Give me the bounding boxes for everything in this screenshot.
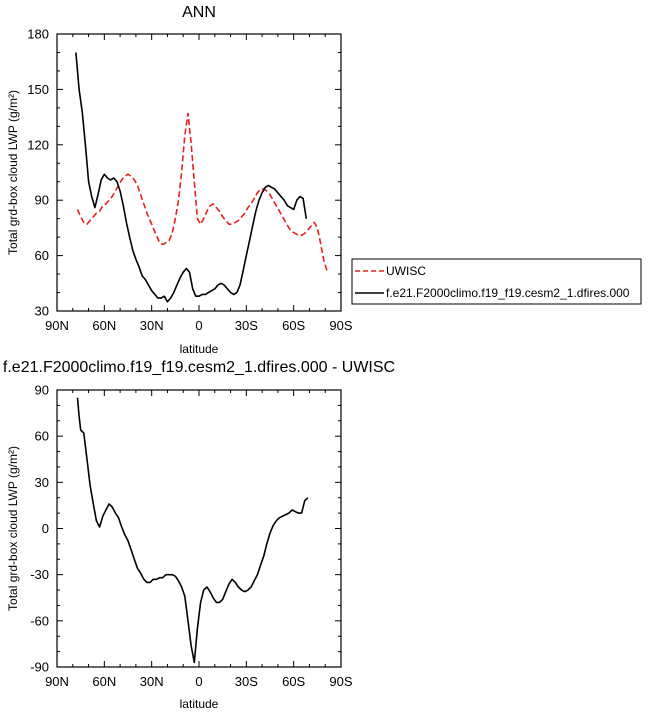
series-line-0-0 (76, 112, 328, 271)
legend-box (351, 258, 642, 305)
x-tick-label: 30N (140, 674, 164, 689)
x-tick-label: 60N (92, 674, 116, 689)
top-y-tick-labels: 30 60 90 120 150 180 (27, 27, 49, 319)
y-tick-label: 180 (27, 27, 49, 42)
x-tick-label: 90S (329, 674, 352, 689)
y-tick-label: 30 (35, 304, 49, 319)
x-tick-label: 60S (282, 318, 305, 333)
x-tick-label: 60N (92, 318, 116, 333)
x-tick-label: 30S (235, 318, 258, 333)
x-tick-label: 90N (45, 674, 69, 689)
y-tick-label: 0 (42, 521, 49, 536)
top-x-tick-labels: 90N 60N 30N 0 30S 60S 90S (45, 318, 353, 333)
y-tick-label: 120 (27, 137, 49, 152)
bottom-plot-frame (56, 389, 342, 668)
legend-label-uwisc: UWISC (386, 264, 426, 278)
top-plot-frame (56, 33, 342, 312)
bottom-y-axis-label: Total grd-box cloud LWP (g/m²) (6, 446, 20, 611)
legend-label-model: f.e21.F2000climo.f19_f19.cesm2_1.dfires.… (386, 286, 630, 300)
top-series-lines (75, 52, 328, 303)
top-x-axis-label: latitude (180, 342, 219, 356)
bottom-x-tick-labels: 90N 60N 30N 0 30S 60S 90S (45, 674, 353, 689)
series-line-1-0 (76, 397, 309, 664)
y-tick-label: -90 (30, 660, 49, 675)
bottom-panel-title: f.e21.F2000climo.f19_f19.cesm2_1.dfires.… (3, 359, 395, 376)
top-tick-marks (56, 33, 342, 312)
y-tick-label: 30 (35, 475, 49, 490)
bottom-tick-marks (56, 389, 342, 668)
x-tick-label: 60S (282, 674, 305, 689)
top-panel-title: ANN (182, 4, 216, 21)
y-tick-label: -60 (30, 613, 49, 628)
bottom-panel: f.e21.F2000climo.f19_f19.cesm2_1.dfires.… (3, 359, 395, 711)
series-line-0-1 (75, 52, 308, 303)
x-tick-label: 0 (195, 674, 202, 689)
bottom-y-tick-labels: -90 -60 -30 0 30 60 90 (30, 383, 49, 675)
y-tick-label: 60 (35, 248, 49, 263)
top-panel: ANN 90N 60N 30N 0 30S 60S 90S 306090120150180 … (6, 4, 353, 356)
y-tick-label: 90 (35, 193, 49, 208)
y-tick-label: 150 (27, 82, 49, 97)
bottom-series-lines (76, 397, 309, 664)
top-y-axis-label: Total grd-box cloud LWP (g/m²) (6, 90, 20, 255)
bottom-x-axis-label: latitude (180, 697, 219, 711)
y-tick-label: 60 (35, 429, 49, 444)
y-tick-label: 90 (35, 383, 49, 398)
x-tick-label: 30S (235, 674, 258, 689)
y-tick-label: -30 (30, 567, 49, 582)
x-tick-label: 90S (329, 318, 352, 333)
x-tick-label: 30N (140, 318, 164, 333)
x-tick-label: 0 (195, 318, 202, 333)
x-tick-label: 90N (45, 318, 69, 333)
legend: UWISC f.e21.F2000climo.f19_f19.cesm2_1.d… (351, 258, 642, 305)
